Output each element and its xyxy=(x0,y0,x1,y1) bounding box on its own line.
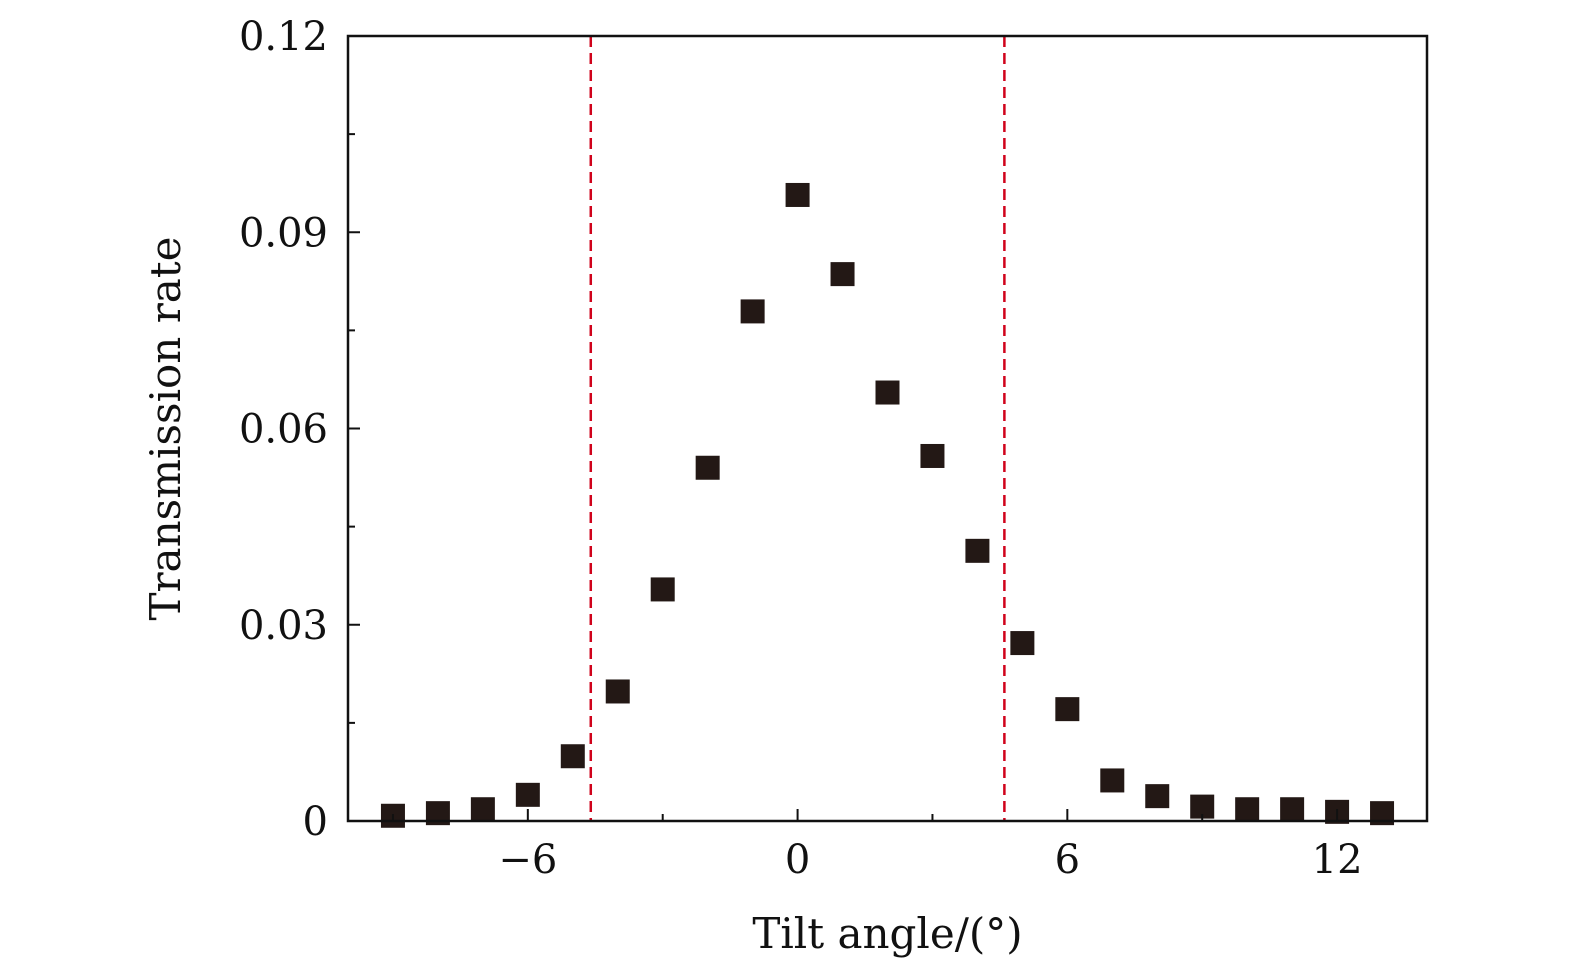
y-tick-label: 0.06 xyxy=(239,407,328,453)
data-point xyxy=(470,797,495,822)
data-point xyxy=(560,744,585,769)
x-tick-label: −6 xyxy=(498,837,557,883)
data-point xyxy=(695,455,720,480)
data-point xyxy=(1280,797,1305,822)
y-tick-label: 0.09 xyxy=(239,210,328,256)
data-point xyxy=(1055,697,1080,722)
y-tick-label: 0.03 xyxy=(239,603,328,649)
data-point xyxy=(605,679,630,704)
x-tick-label: 12 xyxy=(1312,837,1363,883)
data-point xyxy=(650,577,675,602)
plot-area-frame xyxy=(346,34,1429,823)
data-point xyxy=(875,380,900,405)
data-point xyxy=(1010,631,1035,656)
y-axis-title: Transmission rate xyxy=(141,236,190,620)
data-point xyxy=(740,299,765,324)
data-markers xyxy=(380,182,1395,828)
x-axis-tick-labels: −6 0 6 12 xyxy=(498,837,1362,883)
y-tick-label: 0.12 xyxy=(239,14,328,60)
data-point xyxy=(1235,797,1260,822)
data-point xyxy=(920,443,945,468)
axis-ticks xyxy=(348,35,1339,822)
x-tick-label: 0 xyxy=(785,837,810,883)
y-tick-label: 0 xyxy=(303,799,328,845)
data-point xyxy=(785,182,810,207)
x-tick-label: 6 xyxy=(1055,837,1080,883)
x-axis-title: Tilt angle/(°) xyxy=(752,909,1022,958)
data-point xyxy=(1100,768,1125,793)
data-point xyxy=(515,782,540,807)
y-axis-tick-labels: 0 0.03 0.06 0.09 0.12 xyxy=(239,14,328,845)
data-point xyxy=(1145,784,1170,809)
reference-lines xyxy=(589,36,1006,821)
data-point xyxy=(830,262,855,287)
data-point xyxy=(965,538,990,563)
